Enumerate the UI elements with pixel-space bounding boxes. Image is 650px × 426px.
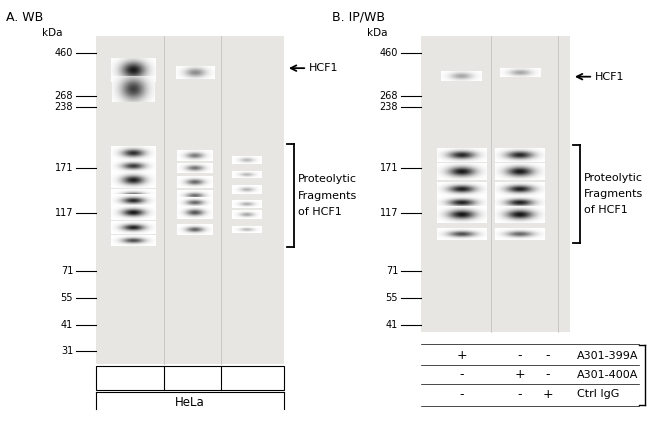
Text: -: - — [518, 388, 522, 400]
Text: Fragments: Fragments — [298, 190, 358, 201]
Text: 15: 15 — [188, 371, 202, 385]
Text: 55: 55 — [385, 293, 398, 303]
Text: Fragments: Fragments — [584, 189, 644, 199]
Text: A301-399A: A301-399A — [577, 351, 638, 361]
Text: 171: 171 — [380, 163, 398, 173]
Text: IP: IP — [649, 370, 650, 380]
Text: 50: 50 — [126, 371, 140, 385]
Text: 238: 238 — [380, 102, 398, 112]
Text: 460: 460 — [380, 48, 398, 58]
Text: 71: 71 — [60, 265, 73, 276]
Text: 171: 171 — [55, 163, 73, 173]
Text: 117: 117 — [55, 208, 73, 218]
Text: 41: 41 — [386, 320, 398, 330]
Text: 268: 268 — [380, 91, 398, 101]
Bar — [421, 36, 571, 332]
Text: A. WB: A. WB — [6, 11, 44, 24]
Text: of HCF1: of HCF1 — [298, 207, 342, 217]
Text: of HCF1: of HCF1 — [584, 205, 628, 215]
Text: +: + — [542, 388, 553, 400]
Text: 41: 41 — [61, 320, 73, 330]
Text: A301-400A: A301-400A — [577, 370, 638, 380]
Text: 55: 55 — [60, 293, 73, 303]
Text: -: - — [545, 349, 550, 362]
Text: Proteolytic: Proteolytic — [298, 174, 358, 184]
Text: 268: 268 — [55, 91, 73, 101]
Text: 5: 5 — [243, 371, 251, 385]
Text: -: - — [518, 349, 522, 362]
Text: 31: 31 — [61, 346, 73, 357]
Text: +: + — [456, 349, 467, 362]
Text: kDa: kDa — [42, 28, 63, 37]
Bar — [96, 366, 285, 390]
Text: +: + — [515, 368, 525, 381]
Text: Ctrl IgG: Ctrl IgG — [577, 389, 619, 399]
Text: Proteolytic: Proteolytic — [584, 173, 644, 183]
Text: 117: 117 — [380, 208, 398, 218]
Text: 460: 460 — [55, 48, 73, 58]
Bar — [96, 36, 285, 364]
Text: -: - — [460, 368, 463, 381]
Text: HCF1: HCF1 — [595, 72, 624, 82]
Text: B. IP/WB: B. IP/WB — [332, 11, 385, 24]
Text: 71: 71 — [385, 265, 398, 276]
Text: kDa: kDa — [367, 28, 388, 37]
Text: HeLa: HeLa — [176, 396, 205, 409]
Text: -: - — [545, 368, 550, 381]
Text: 238: 238 — [55, 102, 73, 112]
Text: -: - — [460, 388, 463, 400]
Text: HCF1: HCF1 — [309, 63, 338, 73]
